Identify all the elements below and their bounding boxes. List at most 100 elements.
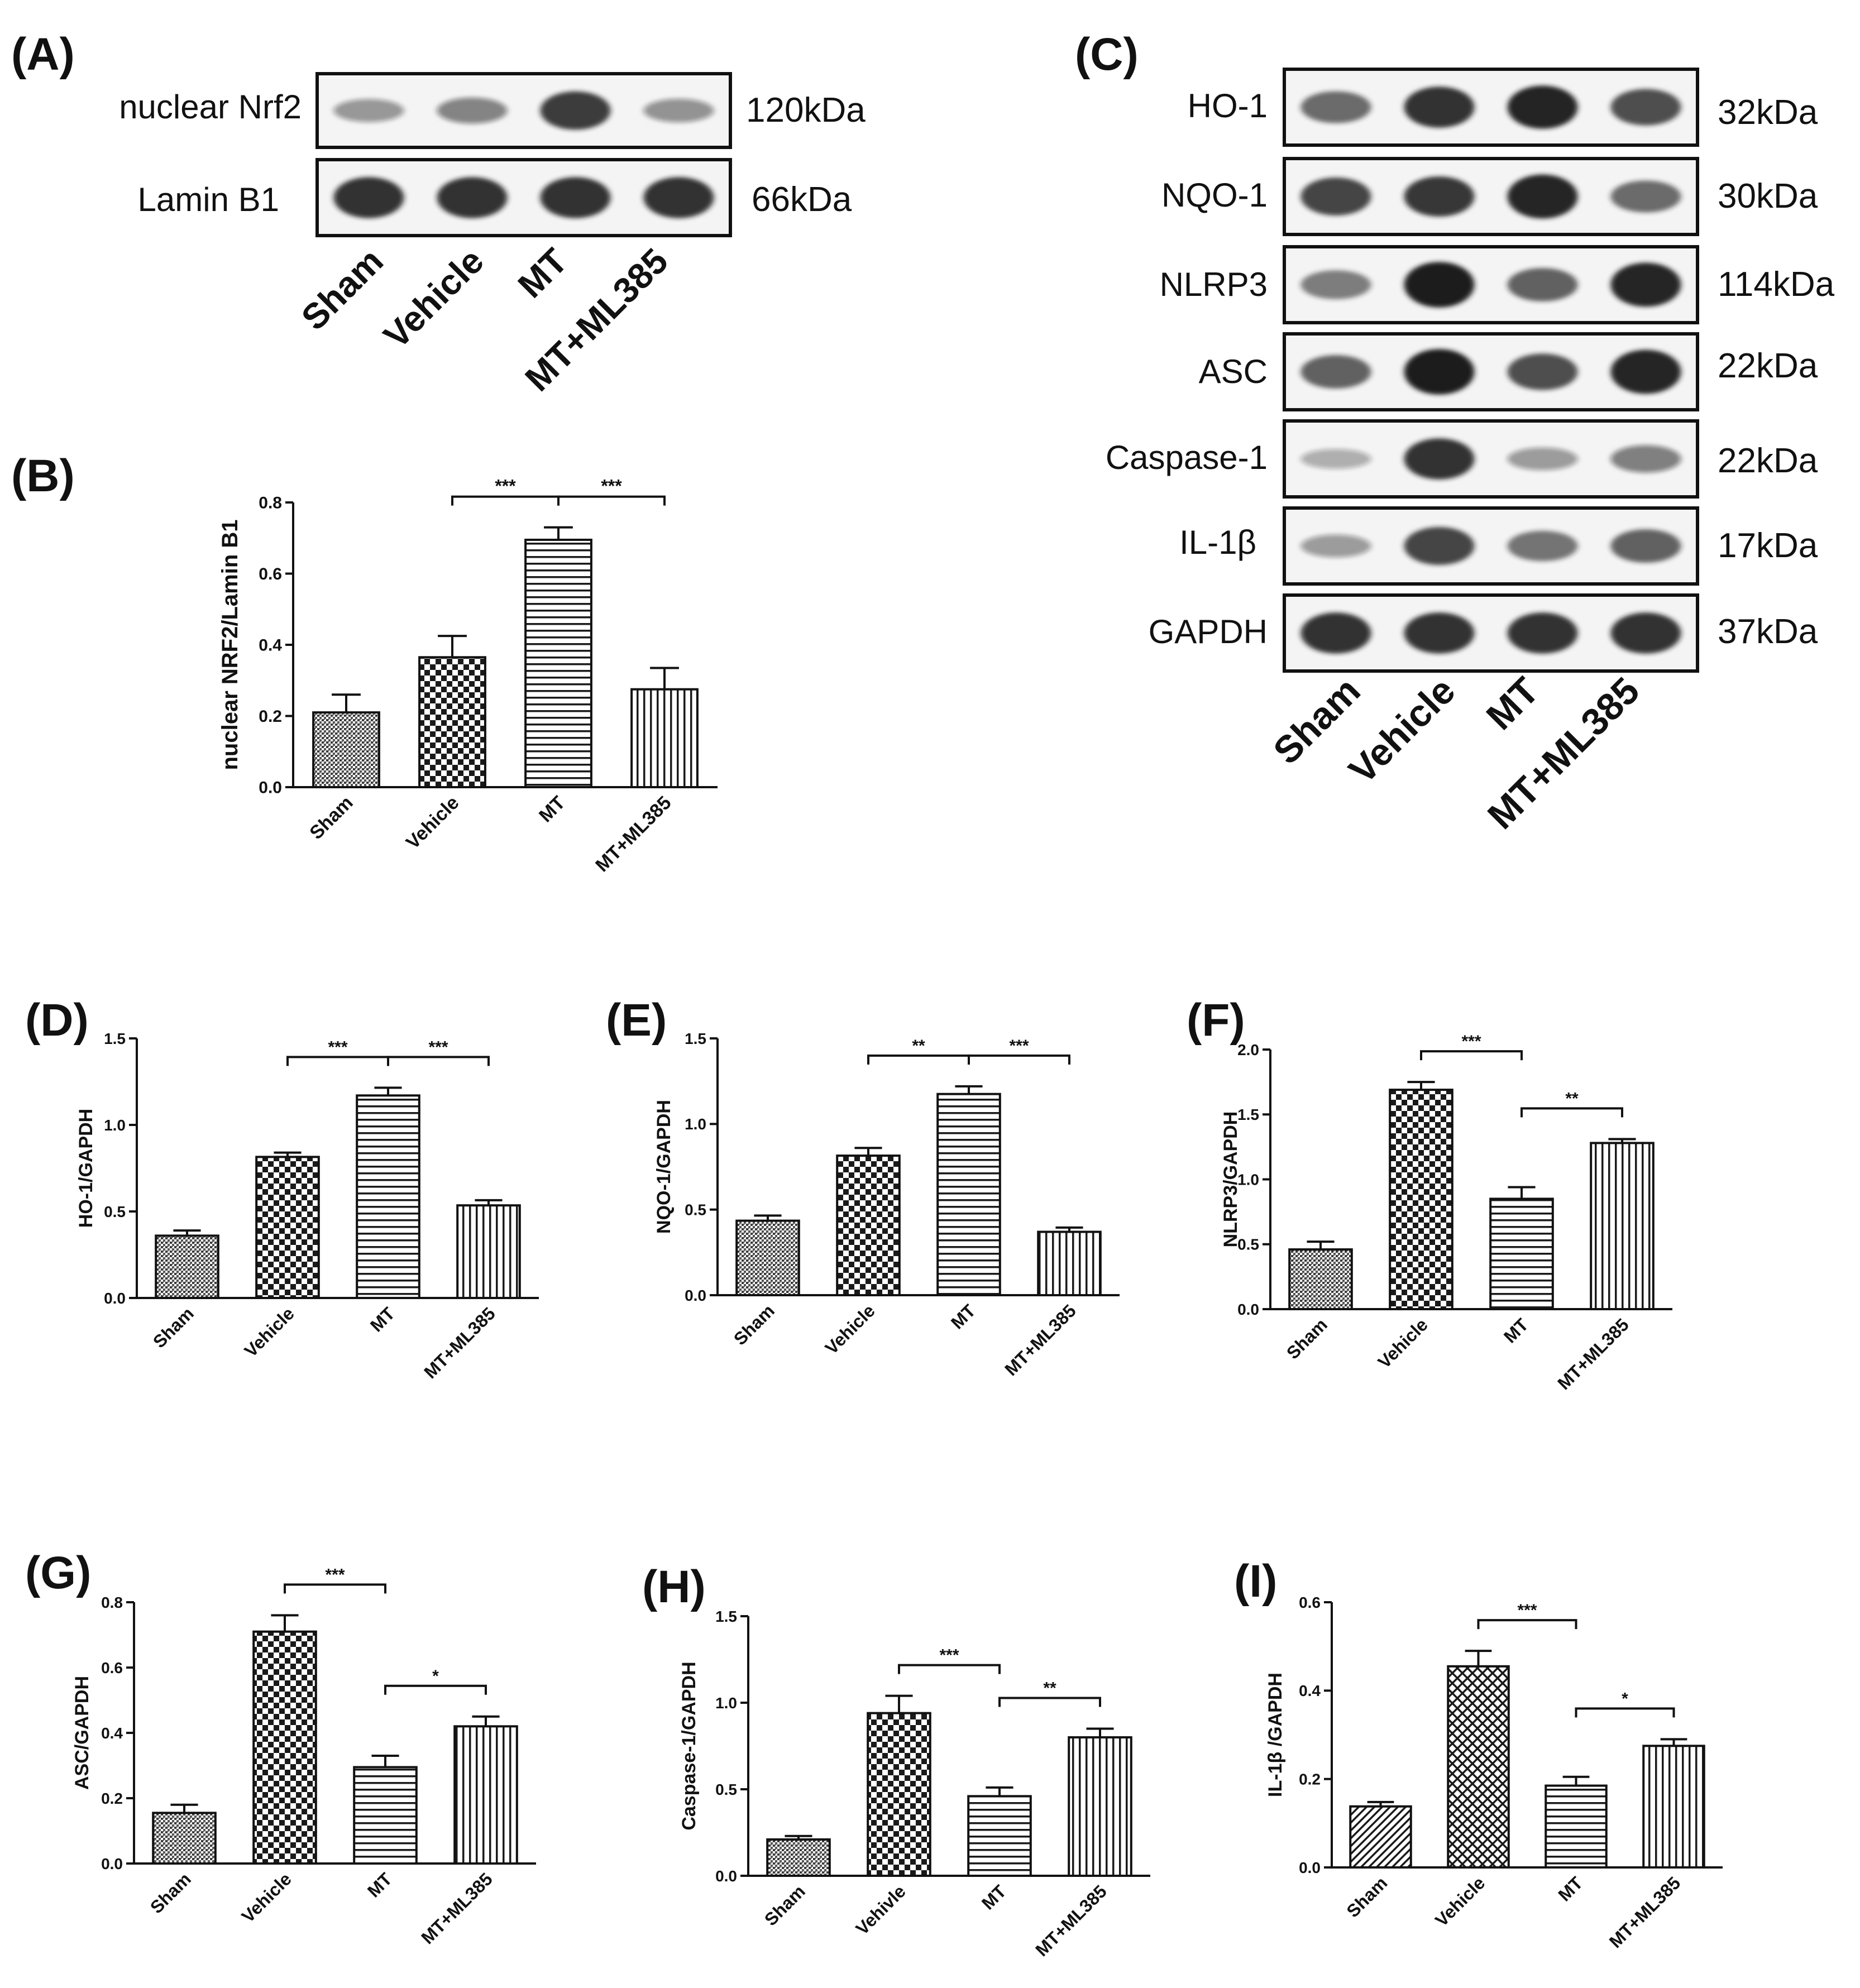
- blot-a-row-1: Lamin B1 66kDa: [138, 158, 852, 237]
- significance-bracket-f-1: [1520, 1107, 1623, 1118]
- blot-c-band-4-2: [1507, 447, 1578, 471]
- blot-c-row-0: HO-1 32kDa: [1188, 68, 1818, 147]
- significance-label-g-1: *: [432, 1667, 439, 1685]
- blot-a-protein-0: nuclear Nrf2: [119, 88, 302, 126]
- panel-label-e: (E): [606, 995, 667, 1046]
- blot-a-bands-0: [333, 91, 714, 130]
- significance-bracket-e-0: [867, 1054, 970, 1065]
- blot-a-bands-1: [333, 177, 714, 218]
- blot-c-bands-6: [1300, 612, 1681, 654]
- x-tick-label-f-3: MT+ML385: [1553, 1314, 1633, 1393]
- blot-c-protein-1: NQO-1: [1161, 176, 1268, 214]
- bar-h-3: [1068, 1736, 1132, 1877]
- y-tick-label-d-2: 1.0: [104, 1117, 126, 1134]
- blot-c-band-6-1: [1404, 612, 1475, 654]
- bar-g-2: [353, 1766, 418, 1865]
- significance-bracket-h-1: [998, 1697, 1101, 1707]
- blot-a-lane-1: Vehicle: [376, 241, 491, 356]
- bar-b-1: [418, 656, 486, 788]
- x-tick-label-e-1: Vehicle: [821, 1300, 879, 1358]
- blot-c-row-6: GAPDH 37kDa: [1149, 593, 1818, 673]
- y-tick-label-g-3: 0.6: [101, 1659, 123, 1676]
- y-tick-label-i-2: 0.4: [1299, 1682, 1321, 1699]
- bar-f-0: [1288, 1248, 1353, 1311]
- blot-a-band-1-0: [333, 177, 404, 218]
- bar-h-2: [967, 1795, 1032, 1877]
- bar-g-1: [252, 1630, 317, 1865]
- x-tick-label-h-2: MT: [978, 1881, 1010, 1913]
- blot-c-size-1: 30kDa: [1718, 177, 1818, 215]
- blot-c-bands-2: [1300, 262, 1681, 308]
- blot-c-size-6: 37kDa: [1718, 612, 1818, 651]
- significance-bracket-d-0: [286, 1056, 389, 1066]
- bar-i-1: [1447, 1665, 1510, 1869]
- blot-c-size-0: 32kDa: [1718, 93, 1818, 132]
- y-axis-label-g: ASC/GAPDH: [71, 1676, 93, 1790]
- bar-chart-d: (D) 0.0 0.5 1.0 1.5 HO-1/GAPDH Sham Vehicle MT MT…: [25, 995, 539, 1382]
- x-tick-label-b-0: Sham: [305, 792, 357, 844]
- blot-c-size-3: 22kDa: [1718, 347, 1818, 385]
- y-tick-label-f-1: 0.5: [1237, 1236, 1259, 1253]
- significance-bracket-g-1: [384, 1684, 487, 1695]
- bar-f-3: [1590, 1142, 1655, 1311]
- significance-label-b-1: ***: [601, 476, 622, 496]
- x-tick-label-d-3: MT+ML385: [420, 1303, 499, 1382]
- bar-chart-e: (E) 0.0 0.5 1.0 1.5 NQO-1/GAPDH Sham Vehicle MT M…: [606, 995, 1120, 1379]
- blot-c-band-0-1: [1404, 87, 1475, 128]
- bar-b-3: [630, 688, 699, 788]
- blot-a-protein-1: Lamin B1: [138, 181, 279, 218]
- bar-i-3: [1642, 1745, 1705, 1869]
- panel-label-f: (F): [1187, 995, 1245, 1046]
- blot-c-band-5-0: [1300, 534, 1371, 558]
- blot-a-size-0: 120kDa: [746, 91, 866, 130]
- blot-c-band-4-3: [1610, 445, 1681, 473]
- bar-chart-h: (H) 0.0 0.5 1.0 1.5 Caspase-1/GAPDH Sham Vehivl…: [642, 1561, 1150, 1960]
- significance-label-b-0: ***: [495, 476, 516, 496]
- x-tick-label-h-0: Sham: [761, 1881, 809, 1929]
- blot-c-bands-3: [1300, 349, 1681, 395]
- blot-a-row-0: nuclear Nrf2 120kDa: [119, 72, 866, 149]
- blot-a-size-1: 66kDa: [752, 180, 852, 219]
- y-tick-label-f-4: 2.0: [1237, 1041, 1259, 1058]
- bar-chart-b: (B) 0.0 0.2 0.4 0.6 0.8 nuclear NRF2/Lamin B1 S…: [11, 451, 718, 876]
- y-tick-label-i-1: 0.2: [1299, 1770, 1321, 1788]
- panel-label-d: (D): [25, 995, 89, 1046]
- blot-c-band-5-1: [1404, 527, 1475, 565]
- blot-c-band-3-2: [1507, 353, 1578, 390]
- blot-c-size-2: 114kDa: [1718, 265, 1835, 304]
- blot-c-lane-labels: Sham Vehicle MT MT+ML385: [1265, 669, 1648, 837]
- blot-c-protein-0: HO-1: [1188, 87, 1268, 124]
- panel-label-h: (H): [642, 1561, 706, 1612]
- x-tick-label-f-0: Sham: [1283, 1314, 1331, 1363]
- blot-a-band-0-1: [437, 97, 508, 124]
- x-tick-label-b-2: MT: [535, 792, 570, 827]
- x-tick-label-e-2: MT: [947, 1300, 979, 1333]
- significance-label-i-1: *: [1622, 1689, 1628, 1708]
- bar-chart-g: (G) 0.0 0.2 0.4 0.6 0.8 ASC/GAPDH Sham Vehicle MT…: [25, 1548, 536, 1948]
- y-tick-label-h-0: 0.0: [715, 1867, 737, 1885]
- blot-panel-a: (A) nuclear Nrf2 120kDa Lamin B1 66kDa S…: [11, 29, 866, 399]
- y-axis-label-f: NLRP3/GAPDH: [1220, 1112, 1241, 1248]
- x-tick-label-d-1: Vehicle: [241, 1303, 298, 1361]
- y-tick-label-g-0: 0.0: [101, 1855, 123, 1872]
- bar-b-2: [524, 538, 592, 788]
- y-tick-label-g-2: 0.4: [101, 1724, 123, 1742]
- y-axis-label-i: IL-1β /GAPDH: [1265, 1673, 1286, 1797]
- significance-label-d-0: ***: [328, 1038, 347, 1056]
- blot-c-bands-0: [1300, 85, 1681, 129]
- blot-c-band-1-3: [1610, 180, 1681, 213]
- y-tick-label-d-1: 0.5: [104, 1203, 126, 1220]
- blot-a-strips: nuclear Nrf2 120kDa Lamin B1 66kDa: [119, 72, 866, 237]
- bar-e-1: [836, 1155, 901, 1296]
- blot-c-bands-4: [1300, 438, 1681, 480]
- x-tick-label-g-0: Sham: [146, 1869, 195, 1917]
- panel-label-c: (C): [1075, 29, 1139, 80]
- blot-c-band-1-1: [1404, 176, 1475, 217]
- bar-d-1: [255, 1156, 320, 1300]
- blot-c-band-0-3: [1610, 89, 1681, 126]
- bar-chart-i: (I) 0.0 0.2 0.4 0.6 IL-1β /GAPDH Sham Vehicle MT…: [1234, 1556, 1723, 1952]
- y-tick-label-g-4: 0.8: [101, 1594, 123, 1611]
- significance-label-d-1: ***: [428, 1038, 448, 1056]
- blot-c-row-2: NLRP3 114kDa: [1160, 245, 1835, 324]
